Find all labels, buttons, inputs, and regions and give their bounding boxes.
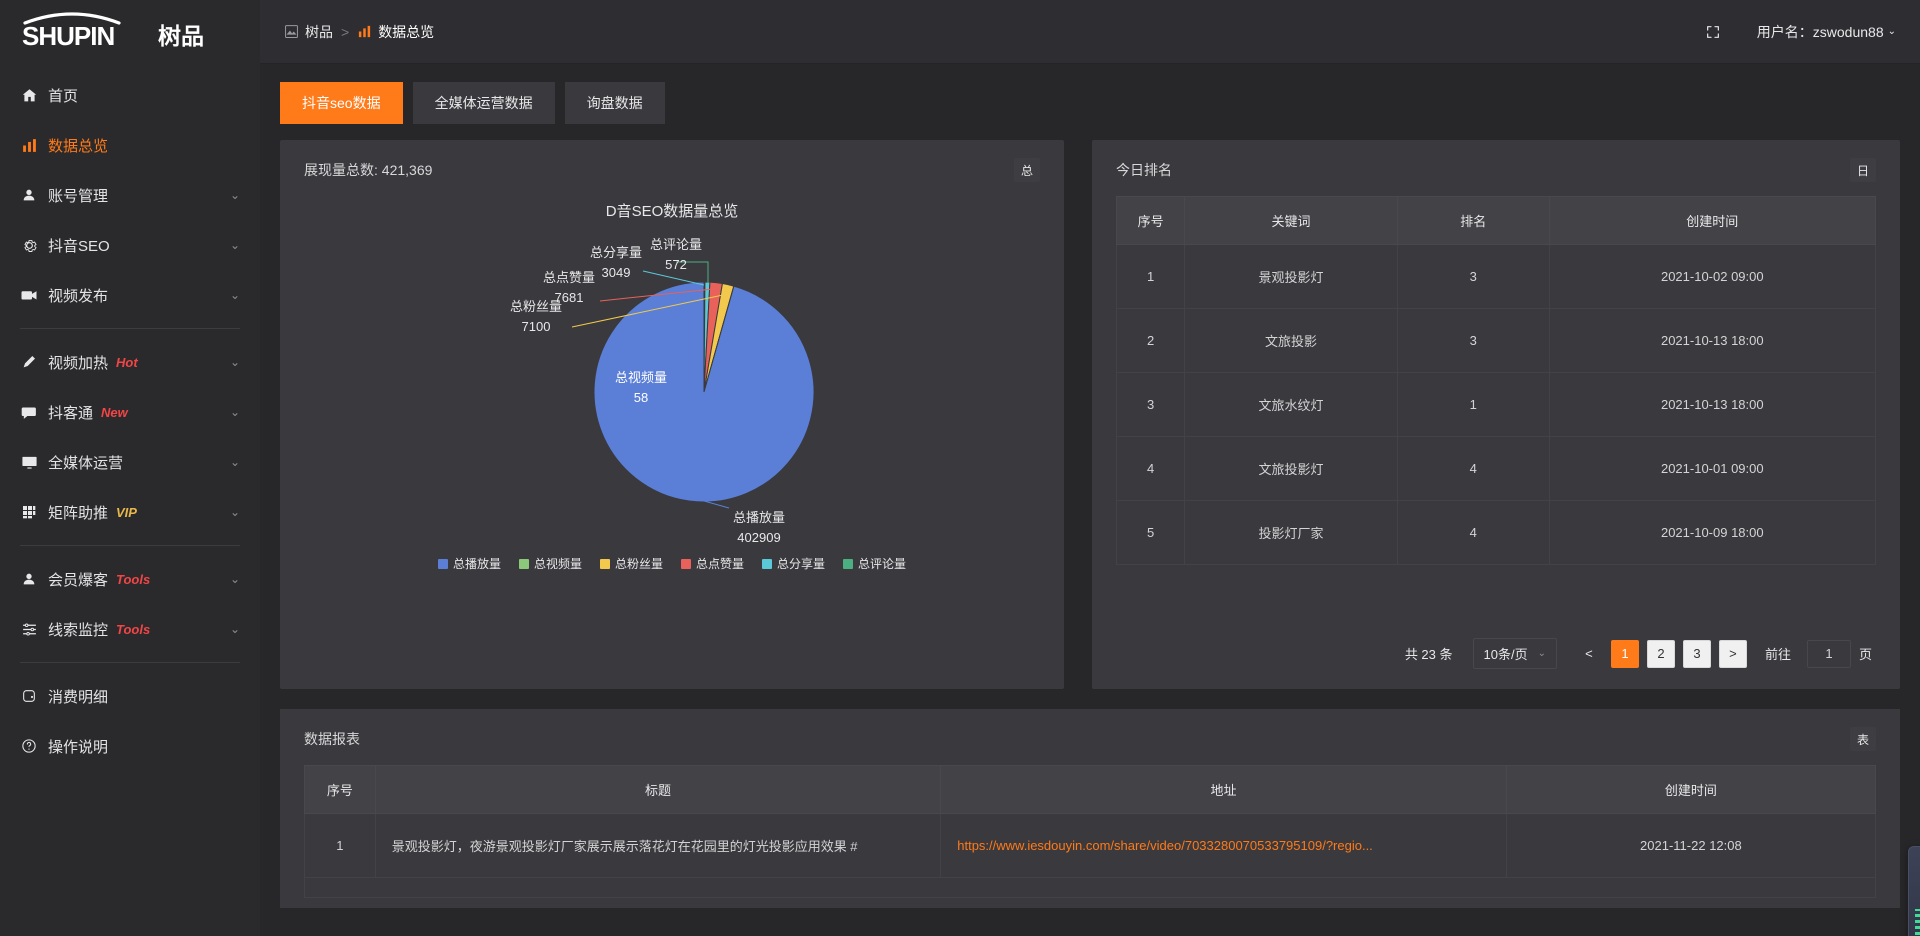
svg-text:总播放量: 总播放量 (733, 510, 785, 525)
svg-text:总粉丝量: 总粉丝量 (510, 299, 562, 314)
svg-text:402909: 402909 (737, 530, 780, 545)
svg-text:572: 572 (665, 257, 687, 272)
svg-text:树品: 树品 (158, 23, 204, 49)
svg-text:总评论量: 总评论量 (650, 237, 702, 252)
svg-text:SHUPIN: SHUPIN (22, 21, 114, 51)
svg-text:总视频量: 总视频量 (615, 370, 667, 385)
svg-text:3049: 3049 (602, 265, 631, 280)
svg-text:总点赞量: 总点赞量 (543, 270, 595, 285)
svg-text:58: 58 (634, 390, 648, 405)
svg-text:总分享量: 总分享量 (590, 245, 642, 260)
svg-text:7100: 7100 (522, 319, 551, 334)
